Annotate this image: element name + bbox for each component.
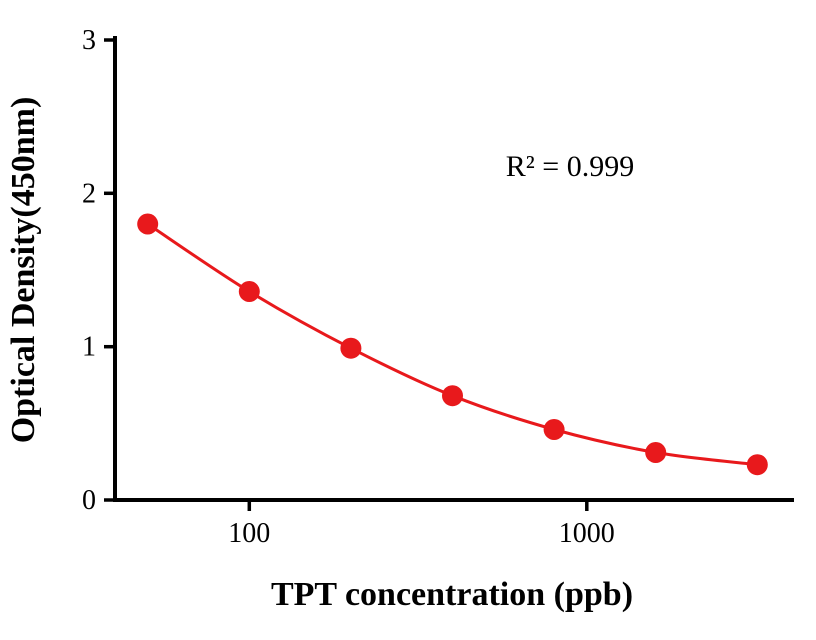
data-point [645, 442, 667, 463]
ticks-group [104, 38, 589, 511]
data-point [137, 213, 159, 235]
data-point [238, 281, 260, 302]
y-tick-label: 2 [82, 178, 96, 209]
y-tick-label: 3 [82, 25, 96, 56]
series-group [137, 213, 768, 476]
data-point [746, 454, 768, 476]
data-point [543, 419, 565, 440]
data-curve [146, 222, 758, 467]
y-tick-label: 1 [82, 332, 96, 363]
x-tick-label: 100 [228, 518, 270, 549]
y-tick-label: 0 [82, 485, 96, 516]
x-axis-label: TPT concentration (ppb) [271, 576, 633, 613]
tick-labels-group: 100 1000 0 1 2 3 [82, 25, 615, 549]
x-tick-label: 1000 [559, 518, 615, 549]
r-squared-annotation: R² = 0.999 [506, 150, 634, 183]
data-point [340, 337, 362, 359]
data-point [442, 385, 463, 407]
y-axis-label: Optical Density(450nm) [5, 97, 42, 444]
